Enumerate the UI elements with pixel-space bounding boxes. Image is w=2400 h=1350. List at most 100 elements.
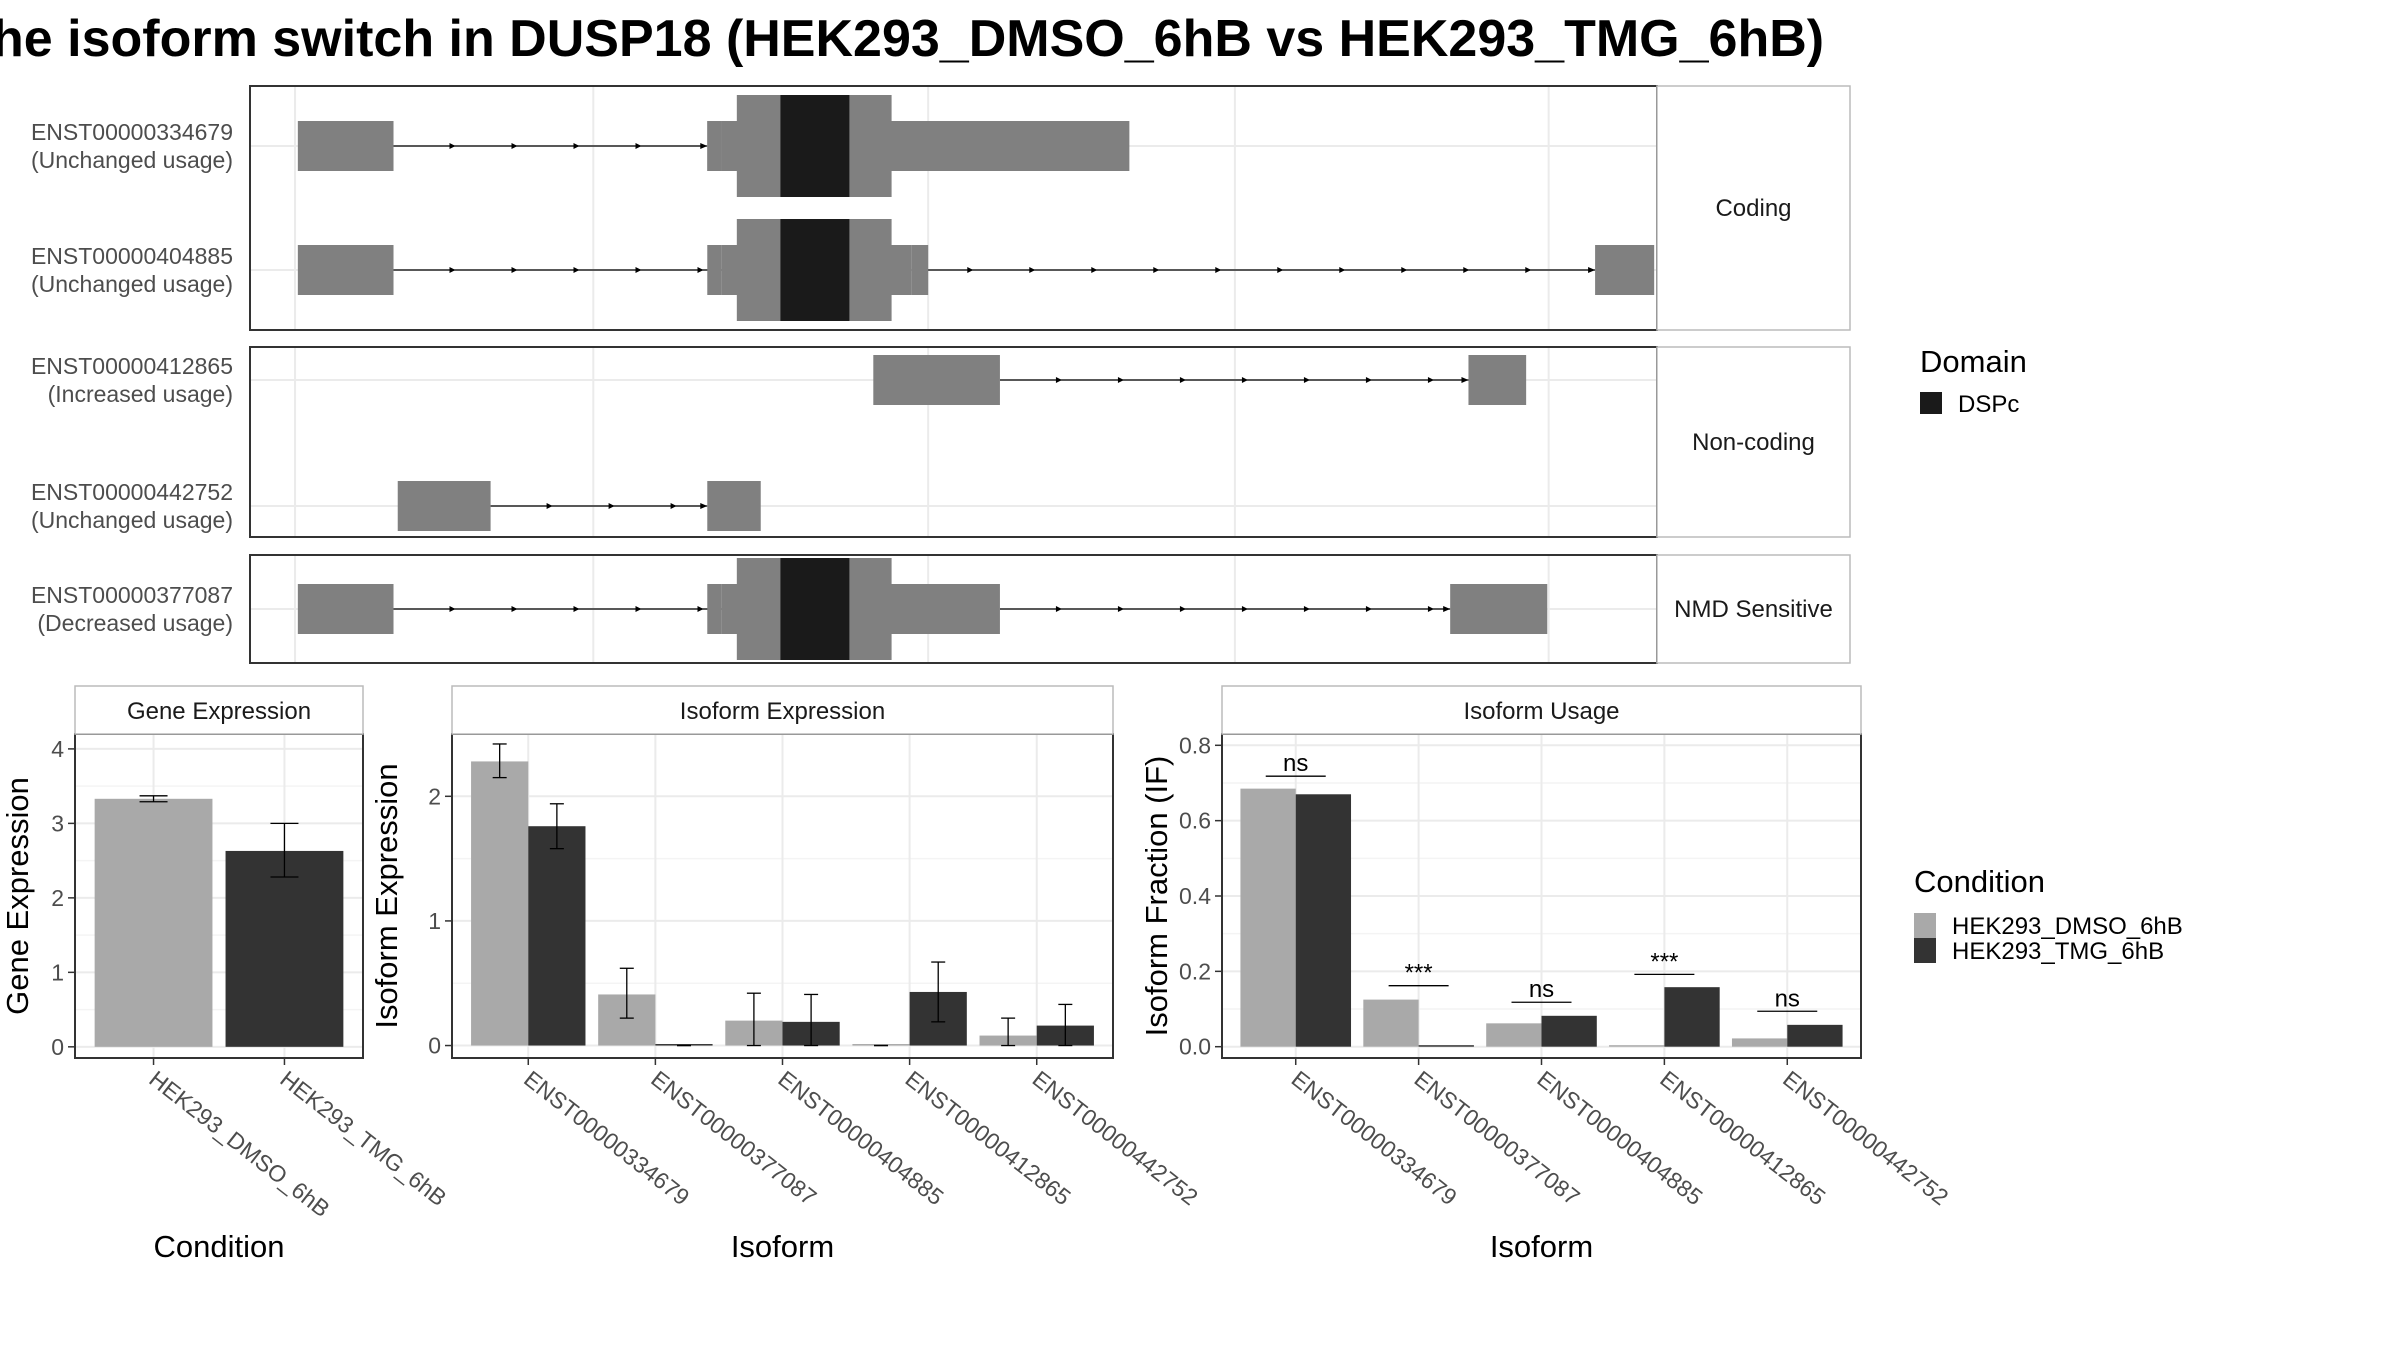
facet-strip <box>1656 554 1851 664</box>
y-tick-label: 0.4 <box>1179 883 1211 909</box>
y-tick-label: 1 <box>51 959 64 985</box>
intron-arrow <box>449 267 456 273</box>
bar-HEK293_DMSO_6hB-ENST00000412865 <box>1609 1045 1665 1047</box>
bar-HEK293_DMSO_6hB <box>94 798 213 1047</box>
exon-block <box>1468 355 1527 405</box>
bar-HEK293_DMSO_6hB-ENST00000334679 <box>471 761 529 1046</box>
panel-strip <box>74 685 364 735</box>
transcript-id-label: ENST00000377087 <box>31 582 233 608</box>
transcript-ENST00000404885: ENST00000404885(Unchanged usage) <box>31 219 1655 321</box>
x-axis-title: Isoform <box>731 1229 834 1264</box>
condition-legend-title: Condition <box>1914 864 2045 899</box>
panel-title: Isoform Usage <box>1463 698 1619 725</box>
intron-arrow <box>449 606 456 612</box>
bar-HEK293_DMSO_6hB-ENST00000377087 <box>1363 999 1419 1047</box>
condition-legend-label: HEK293_DMSO_6hB <box>1952 913 2183 940</box>
y-tick-label: 3 <box>51 810 64 836</box>
intron-arrow <box>1215 267 1222 273</box>
y-tick-label: 0.2 <box>1179 958 1211 984</box>
significance-label: ns <box>1775 985 1800 1012</box>
transcript-usage-label: (Decreased usage) <box>37 610 233 636</box>
bar-HEK293_TMG_6hB-ENST00000377087 <box>1418 1045 1474 1047</box>
intron-arrow <box>573 143 580 149</box>
intron-arrow <box>1461 377 1469 383</box>
facet-strip-label: NMD Sensitive <box>1674 596 1833 623</box>
y-tick-label: 2 <box>428 783 441 809</box>
bar-HEK293_TMG_6hB-ENST00000404885 <box>1541 1015 1597 1047</box>
intron-arrow <box>1443 606 1451 612</box>
intron-arrow <box>1303 606 1310 612</box>
intron-arrow <box>573 606 580 612</box>
bar-HEK293_TMG_6hB-ENST00000377087 <box>655 1044 713 1046</box>
y-tick-label: 0.0 <box>1179 1034 1211 1060</box>
figure-title: he isoform switch in DUSP18 (HEK293_DMSO… <box>0 10 1824 68</box>
facet-strip <box>1656 346 1851 538</box>
panel-title: Gene Expression <box>127 698 311 725</box>
intron-arrow <box>546 503 553 509</box>
transcript-id-label: ENST00000334679 <box>31 119 233 145</box>
transcript-ENST00000377087: ENST00000377087(Decreased usage) <box>31 558 1548 660</box>
intron-arrow <box>1303 377 1310 383</box>
bar-charts: Gene Expression01234HEK293_DMSO_6hBHEK29… <box>0 685 1953 1264</box>
transcript-usage-label: (Unchanged usage) <box>31 147 233 173</box>
intron-arrow <box>1179 377 1186 383</box>
y-tick-label: 0.8 <box>1179 732 1211 758</box>
panel-title: Isoform Expression <box>680 698 885 725</box>
facet-0: ENST00000334679(Unchanged usage)ENST0000… <box>31 85 1851 331</box>
facet-strip-label: Coding <box>1715 195 1791 222</box>
intron-arrow <box>1277 267 1284 273</box>
facet-2: ENST00000377087(Decreased usage) NMD Sens… <box>31 554 1851 664</box>
intron-arrow <box>1525 267 1532 273</box>
intron-arrow <box>700 503 708 509</box>
x-axis-title: Isoform <box>1490 1229 1593 1264</box>
exon-block <box>873 355 1000 405</box>
intron-arrow <box>1055 377 1062 383</box>
legends: Domain DSPc Condition HEK293_DMSO_6hBHEK293… <box>1914 344 2183 965</box>
y-tick-label: 1 <box>428 908 441 934</box>
significance-label: ns <box>1529 976 1554 1003</box>
exon-block <box>707 481 761 531</box>
transcript-usage-label: (Unchanged usage) <box>31 507 233 533</box>
bar-HEK293_TMG_6hB-ENST00000412865 <box>1664 987 1720 1047</box>
intron-arrow <box>1091 267 1098 273</box>
y-axis-title: Isoform Fraction (IF) <box>1139 756 1174 1037</box>
exon-block <box>707 121 722 171</box>
transcript-ENST00000334679: ENST00000334679(Unchanged usage) <box>31 95 1130 197</box>
bar-HEK293_DMSO_6hB-ENST00000412865 <box>852 1044 910 1046</box>
facet-strip <box>1656 85 1851 331</box>
transcript-usage-label: (Increased usage) <box>48 381 233 407</box>
transcript-ENST00000412865: ENST00000412865(Increased usage) <box>31 353 1527 407</box>
transcript-id-label: ENST00000442752 <box>31 479 233 505</box>
domain-block <box>780 558 850 660</box>
transcript-id-label: ENST00000412865 <box>31 353 233 379</box>
intron-arrow <box>1588 267 1596 273</box>
bar-HEK293_DMSO_6hB-ENST00000442752 <box>1731 1038 1788 1047</box>
condition-legend-label: HEK293_TMG_6hB <box>1952 938 2164 965</box>
utr-exon <box>707 245 722 295</box>
y-tick-label: 0.6 <box>1179 808 1211 834</box>
exon-block <box>1450 584 1548 634</box>
intron-arrow <box>1401 267 1408 273</box>
intron-arrow <box>1117 377 1124 383</box>
transcript-usage-label: (Unchanged usage) <box>31 271 233 297</box>
condition-legend-swatch <box>1914 913 1936 938</box>
x-axis-title: Condition <box>154 1229 285 1264</box>
intron-arrow <box>635 143 642 149</box>
intron-arrow <box>700 143 708 149</box>
intron-arrow <box>1427 606 1434 612</box>
bar-HEK293_TMG_6hB <box>225 850 344 1047</box>
y-tick-label: 0 <box>51 1034 64 1060</box>
facet-1: ENST00000412865(Increased usage)ENST0000… <box>31 346 1851 538</box>
domain-legend-title: Domain <box>1920 344 2027 379</box>
exon-block <box>1595 245 1655 295</box>
intron-arrow <box>511 143 518 149</box>
intron-arrow <box>1241 606 1248 612</box>
significance-label: *** <box>1650 948 1678 975</box>
panel-strip <box>1221 685 1862 735</box>
panel-strip <box>451 685 1114 735</box>
transcript-ENST00000442752: ENST00000442752(Unchanged usage) <box>31 479 761 533</box>
intron-arrow <box>635 267 642 273</box>
intron-arrow <box>1029 267 1036 273</box>
bar-HEK293_DMSO_6hB-ENST00000404885 <box>1486 1023 1542 1047</box>
